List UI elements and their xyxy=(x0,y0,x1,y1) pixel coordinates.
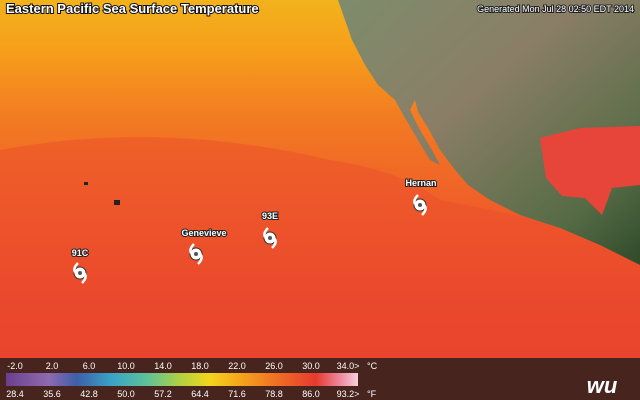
fahrenheit-unit: °F xyxy=(367,389,377,399)
fahrenheit-label: 50.0 xyxy=(117,389,135,399)
land xyxy=(338,0,640,265)
color-scale xyxy=(6,373,358,386)
storm-spiral xyxy=(73,262,87,284)
celsius-label: 30.0 xyxy=(302,361,320,371)
fahrenheit-label: 35.6 xyxy=(43,389,61,399)
celsius-label: 22.0 xyxy=(228,361,246,371)
celsius-label: 14.0 xyxy=(154,361,172,371)
celsius-label: 18.0 xyxy=(191,361,209,371)
legend: -2.0 28.4 2.0 35.6 6.0 42.8 10.0 50.0 14.0 57.2 18… xyxy=(6,361,359,399)
storm-label: Hernan xyxy=(405,178,436,188)
storm-eye xyxy=(78,271,82,275)
storm-label: 91C xyxy=(72,248,89,258)
island xyxy=(114,200,120,205)
storm-spiral xyxy=(189,243,203,265)
warm-water xyxy=(0,137,640,400)
fahrenheit-label: 93.2> xyxy=(337,389,360,399)
storms: Hernan Genevieve 93E 91C xyxy=(71,177,438,284)
storm-eye xyxy=(268,236,272,240)
storm-label: Genevieve xyxy=(181,228,226,238)
title: Eastern Pacific Sea Surface Temperature xyxy=(6,1,259,16)
logo: wu xyxy=(587,373,618,398)
celsius-label: 10.0 xyxy=(117,361,135,371)
island xyxy=(84,182,88,185)
fahrenheit-label: 71.6 xyxy=(228,389,246,399)
celsius-label: 2.0 xyxy=(46,361,59,371)
celsius-label: 26.0 xyxy=(265,361,283,371)
fahrenheit-label: 28.4 xyxy=(6,389,24,399)
storm-spiral xyxy=(413,194,427,216)
celsius-label: -2.0 xyxy=(7,361,23,371)
gulf-of-mexico xyxy=(540,126,640,215)
fahrenheit-label: 64.4 xyxy=(191,389,209,399)
celsius-label: 34.0> xyxy=(337,361,360,371)
fahrenheit-label: 78.8 xyxy=(265,389,283,399)
storm-eye xyxy=(194,252,198,256)
storm-spiral xyxy=(263,227,277,249)
celsius-unit: °C xyxy=(367,361,378,371)
generated-time: Generated Mon Jul 28 02:50 EDT 2014 xyxy=(477,4,634,14)
fahrenheit-label: 57.2 xyxy=(154,389,172,399)
storm-label: 93E xyxy=(262,211,278,221)
celsius-label: 6.0 xyxy=(83,361,96,371)
storm-eye xyxy=(418,203,422,207)
fahrenheit-label: 42.8 xyxy=(80,389,98,399)
fahrenheit-label: 86.0 xyxy=(302,389,320,399)
